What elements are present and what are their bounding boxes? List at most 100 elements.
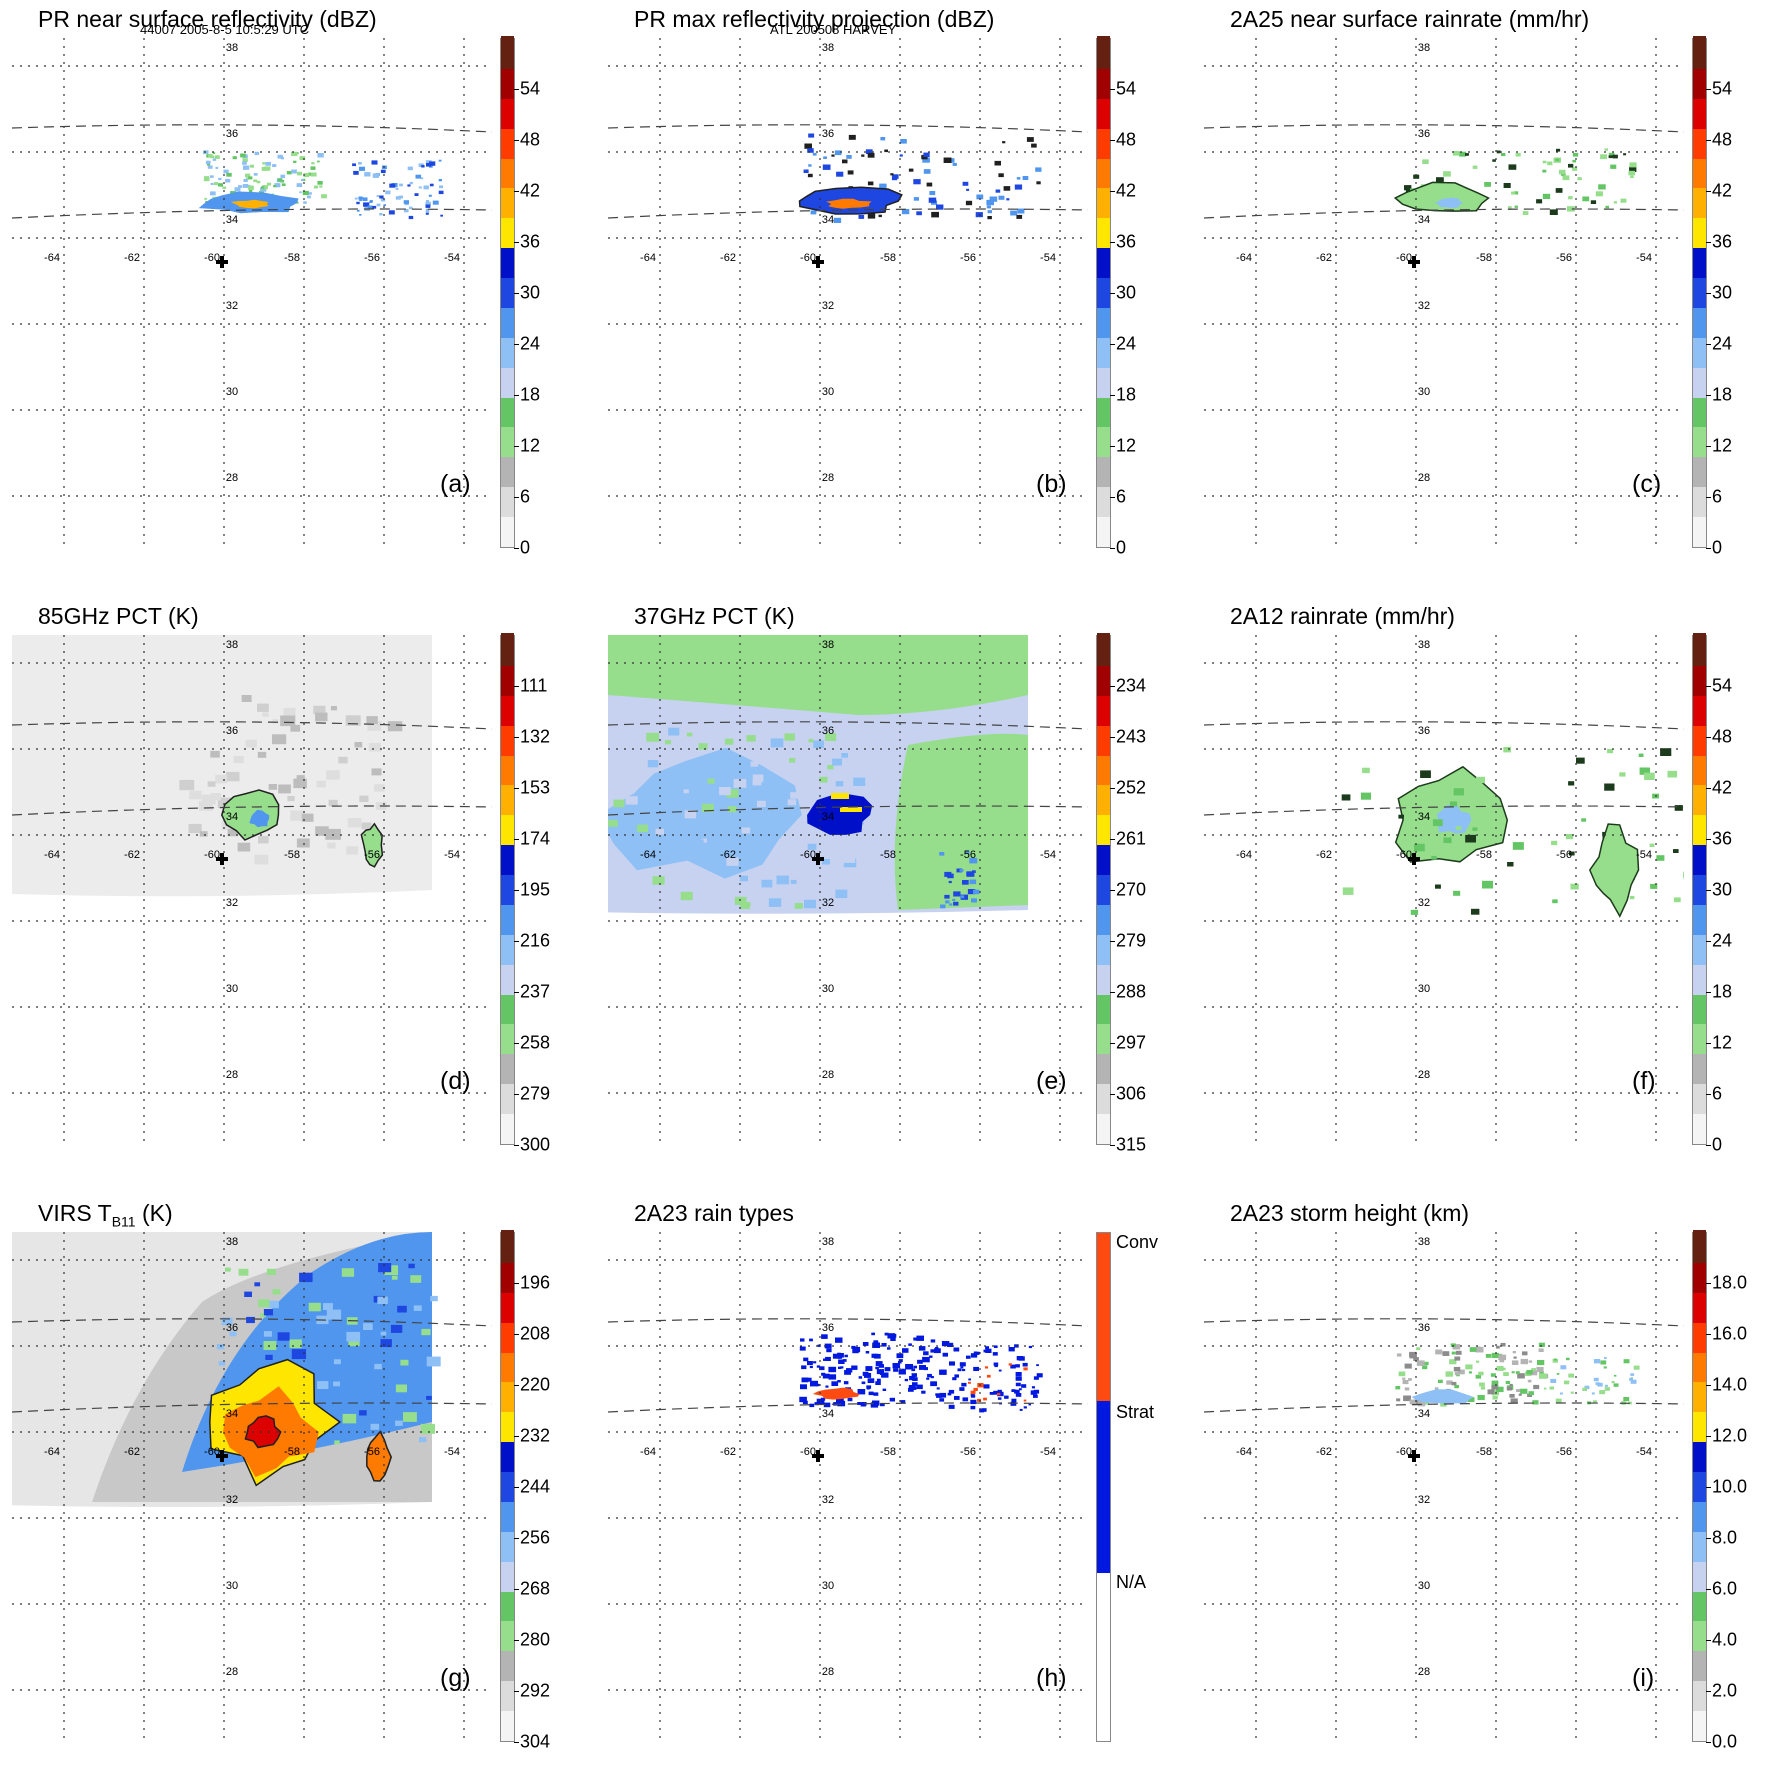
latitude-label: 38 (225, 1236, 239, 1248)
colorbar-tick (514, 446, 519, 447)
convective-rain (812, 1387, 860, 1400)
colorbar-tick-label: 244 (520, 1476, 551, 1497)
latitude-label: 36 (225, 1322, 239, 1334)
longitude-label: -56 (364, 1446, 380, 1458)
latitude-label: 32 (225, 897, 239, 909)
latitude-label: 32 (1417, 1494, 1431, 1506)
map-canvas (608, 1232, 1088, 1742)
colorbar (500, 633, 515, 1145)
colorbar-tick (514, 1436, 519, 1437)
swath-edge-south (608, 208, 1088, 219)
latitude-label: 34 (1417, 214, 1431, 226)
longitude-label: -64 (640, 252, 656, 264)
panel-label: (f) (1632, 1067, 1656, 1095)
longitude-label: -58 (284, 252, 300, 264)
colorbar-tick-label: 36 (1116, 231, 1137, 252)
colorbar-tick (1706, 992, 1711, 993)
latitude-label: 36 (225, 128, 239, 140)
colorbar-tick-label: 6.0 (1712, 1578, 1738, 1599)
colorbar-tick (1706, 737, 1711, 738)
colorbar-tick-label: 16.0 (1712, 1323, 1748, 1344)
latitude-label: 34 (225, 214, 239, 226)
colorbar (1692, 36, 1707, 548)
colorbar (1692, 1230, 1707, 1742)
latitude-label: 28 (821, 1069, 835, 1081)
longitude-label: -58 (1476, 849, 1492, 861)
colorbar-tick (1706, 1043, 1711, 1044)
graticule (1204, 1232, 1684, 1742)
colorbar-tick (1706, 1487, 1711, 1488)
colorbar-tick-label: 2.0 (1712, 1680, 1738, 1701)
colorbar-tick-label: 10.0 (1712, 1476, 1748, 1497)
map-canvas (12, 1232, 492, 1742)
colorbar-tick (1706, 1145, 1711, 1146)
longitude-label: -58 (880, 252, 896, 264)
latitude-label: 30 (821, 1580, 835, 1592)
colorbar-tick-label: 315 (1116, 1134, 1147, 1155)
colorbar-tick-label: 258 (520, 1032, 551, 1053)
colorbar-tick-label: 54 (1712, 78, 1733, 99)
rain-east-band (1588, 823, 1640, 918)
longitude-label: -62 (1316, 252, 1332, 264)
panel-label: (a) (440, 470, 471, 498)
echo-tops-east (1544, 1357, 1640, 1405)
colorbar-tick (1706, 89, 1711, 90)
colorbar-tick (1110, 890, 1115, 891)
panel-title: 2A23 storm height (km) (1230, 1200, 1470, 1226)
cold-tops-east (366, 1430, 393, 1482)
colorbar-tick (514, 1283, 519, 1284)
cold-pct-core (807, 793, 873, 835)
longitude-label: -64 (1236, 252, 1252, 264)
panel-label: (d) (440, 1067, 471, 1095)
panel-pct85: -64 -62 -60 -58 -56 -54 38 36 34 32 30 28 85GHz PCT … (0, 597, 560, 1157)
graticule (12, 1232, 492, 1742)
panel-title: PR max reflectivity projection (dBZ) (634, 6, 995, 32)
swath-edge-north (1204, 124, 1684, 133)
colorbar-tick-label: 174 (520, 828, 551, 849)
longitude-label: -60 (204, 849, 220, 861)
colorbar-tick (514, 242, 519, 243)
longitude-label: -64 (44, 252, 60, 264)
longitude-label: -54 (1040, 252, 1056, 264)
swath-edge-north (12, 1318, 492, 1327)
header-storm-name: ATL 200508 HARVEY (770, 22, 897, 37)
swath-edge-south (608, 1402, 1088, 1413)
warm-east (894, 733, 1028, 910)
colorbar-tick (1706, 140, 1711, 141)
overshooting-top (244, 1415, 282, 1449)
colorbar-tick-label: 234 (1116, 675, 1147, 696)
map-area (12, 1232, 492, 1742)
map-area (608, 1232, 1088, 1742)
latitude-label: 38 (821, 42, 835, 54)
panel-label: (h) (1036, 1664, 1067, 1692)
colorbar-tick (514, 1334, 519, 1335)
longitude-label: -60 (204, 1446, 220, 1458)
colorbar-tick (1110, 140, 1115, 141)
panel-label: (i) (1632, 1664, 1655, 1692)
colorbar-tick-label: 196 (520, 1272, 551, 1293)
longitude-label: -58 (284, 849, 300, 861)
colorbar-tick (1110, 293, 1115, 294)
latitude-label: 36 (821, 1322, 835, 1334)
echo-core-max (230, 199, 269, 209)
longitude-label: -60 (800, 1446, 816, 1458)
colorbar-tick-label: 297 (1116, 1032, 1147, 1053)
colorbar-tick (1110, 1145, 1115, 1146)
colorbar-tick-label: 268 (520, 1578, 551, 1599)
colorbar-tick-label: 0 (1712, 537, 1723, 558)
colorbar-tick-label: 18 (520, 384, 541, 405)
colorbar-tick-label: 12 (1712, 1032, 1733, 1053)
panel-prmax: -64 -62 -60 -58 -56 -54 38 36 34 32 30 28 PR max ref… (596, 0, 1156, 560)
cold-pct-core (249, 809, 270, 828)
longitude-label: -60 (800, 252, 816, 264)
colorbar-tick-label: 261 (1116, 828, 1147, 849)
panel-title: PR near surface reflectivity (dBZ) (38, 6, 377, 32)
latitude-label: 30 (821, 386, 835, 398)
colorbar-tick-label: 288 (1116, 981, 1147, 1002)
swath-edge-south (12, 1402, 492, 1413)
latitude-label: 32 (225, 300, 239, 312)
colorbar-tick (514, 1742, 519, 1743)
colorbar-tick-label: 54 (1116, 78, 1137, 99)
latitude-label: 30 (225, 983, 239, 995)
colorbar-tick-label: 8.0 (1712, 1527, 1738, 1548)
